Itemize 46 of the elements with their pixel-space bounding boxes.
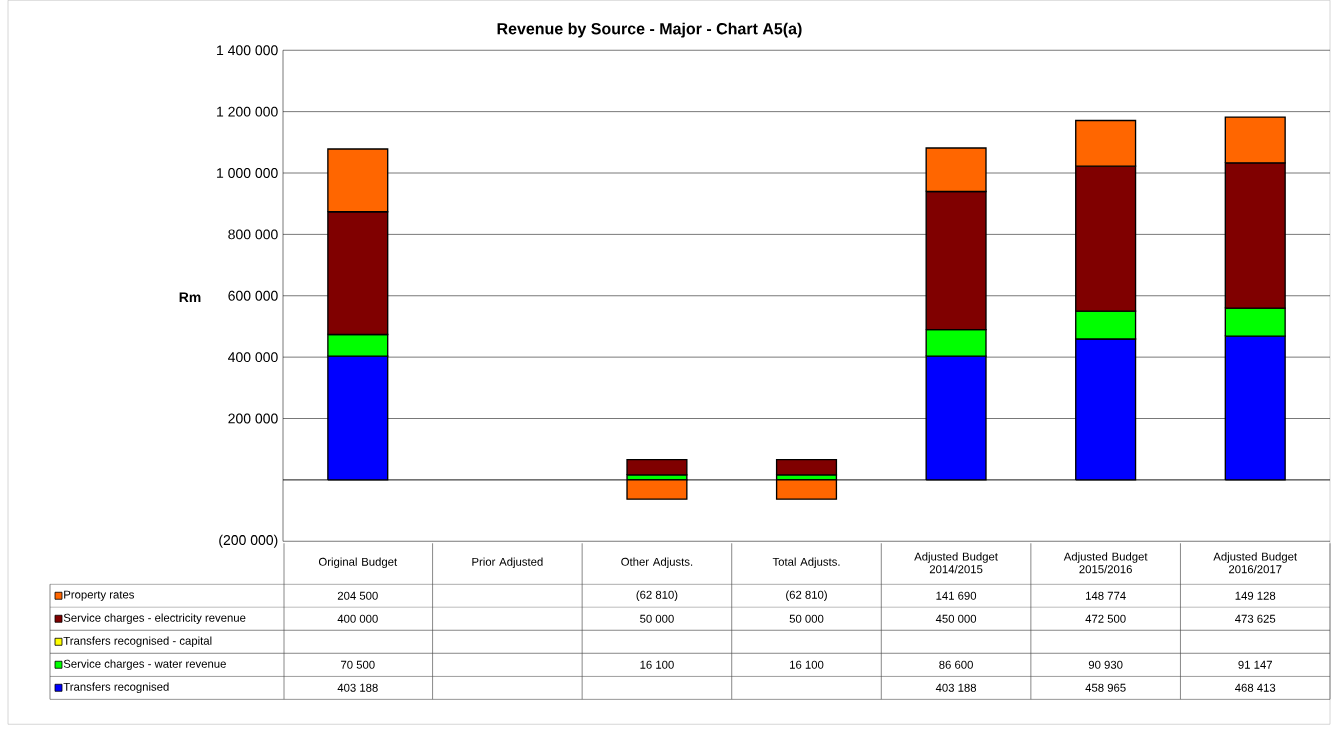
data-label: 450 000 — [935, 614, 977, 623]
x-tick-label: Original Budget — [318, 557, 398, 568]
chart-title: Revenue by Source - Major - Chart A5(a) — [497, 22, 802, 38]
data-label: 472 500 — [1085, 614, 1126, 623]
y-tick-label: 800 000 — [228, 229, 278, 240]
bar — [775, 458, 838, 476]
data-label: 86 600 — [939, 660, 973, 669]
y-tick-label: 200 000 — [228, 413, 278, 424]
legend-label: Transfers recognised — [63, 682, 169, 693]
data-label: 473 625 — [1234, 614, 1276, 623]
data-label: 70 500 — [341, 660, 375, 669]
y-tick-label: 1 000 000 — [217, 167, 278, 178]
data-label: 50 000 — [640, 614, 674, 623]
x-tick-label: Other Adjusts. — [621, 557, 693, 568]
data-label: 149 128 — [1235, 591, 1276, 600]
data-label: 50 000 — [789, 614, 824, 623]
legend-label: Service charges - electricity revenue — [63, 613, 246, 624]
data-label: 403 188 — [337, 683, 378, 692]
x-tick-label: Adjusted Budget 2014/2015 — [914, 552, 998, 574]
x-tick-label: Adjusted Budget 2015/2016 — [1063, 552, 1148, 574]
x-tick-label: Total Adjusts. — [772, 557, 840, 568]
legend-label: Transfers recognised - capital — [63, 636, 212, 647]
data-label: 16 100 — [790, 660, 824, 669]
y-axis-title: Rm — [179, 292, 201, 302]
data-label: 90 930 — [1088, 660, 1123, 669]
y-tick-label: 400 000 — [228, 352, 278, 362]
data-label: 148 774 — [1086, 591, 1126, 600]
data-label: 141 690 — [936, 591, 977, 600]
data-label: 16 100 — [640, 660, 674, 669]
y-tick-label: 1 400 000 — [217, 45, 278, 56]
bar — [626, 458, 688, 476]
legend-label: Property rates — [64, 590, 135, 601]
y-tick-label: (200 000) — [219, 534, 278, 548]
data-label: 403 188 — [935, 683, 977, 692]
y-tick-label: 600 000 — [228, 290, 278, 301]
legend-label: Service charges - water revenue — [63, 659, 226, 670]
y-tick-label: 1 200 000 — [217, 106, 278, 117]
data-label: (62 810) — [786, 590, 827, 601]
data-label: 204 500 — [337, 591, 378, 600]
x-tick-label: Adjusted Budget 2016/2017 — [1213, 552, 1298, 574]
data-label: 91 147 — [1238, 660, 1272, 669]
data-label: 400 000 — [337, 614, 378, 623]
data-label: (62 810) — [636, 590, 678, 601]
data-label: 458 965 — [1085, 683, 1126, 692]
data-label: 468 413 — [1234, 683, 1276, 692]
x-tick-label: Prior Adjusted — [472, 557, 543, 568]
